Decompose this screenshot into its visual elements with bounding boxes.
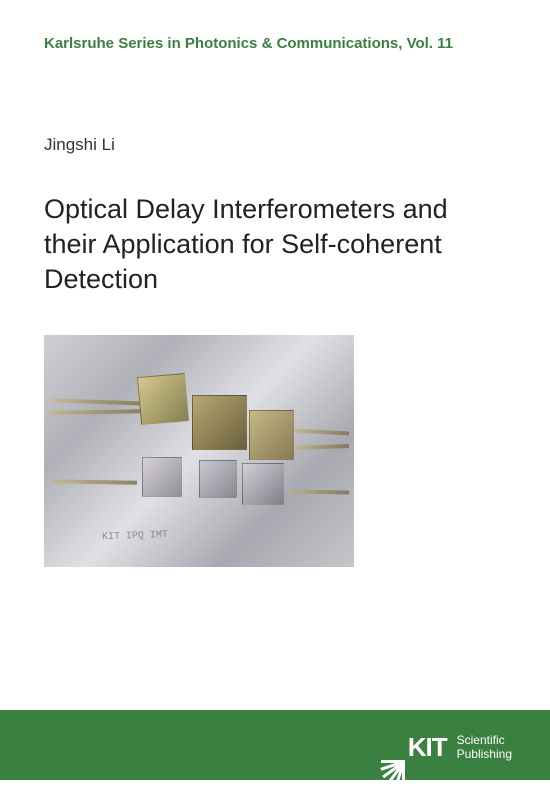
optical-chip [199, 460, 237, 498]
publisher-line2: Publishing [457, 747, 512, 761]
circuit-wire [294, 429, 349, 436]
optical-chip [242, 463, 284, 505]
kit-logo: KIT [373, 731, 447, 763]
book-title: Optical Delay Interferometers and their … [44, 192, 506, 297]
circuit-wire [294, 444, 349, 450]
circuit-wire [54, 398, 144, 405]
publisher-bar: KIT Scientific Publishing [0, 710, 550, 780]
cover-photo: KIT IPQ IMT [44, 335, 354, 567]
series-title: Karlsruhe Series in Photonics & Communic… [44, 35, 453, 52]
circuit-wire [52, 479, 137, 484]
kit-logo-text: KIT [408, 732, 447, 763]
optical-chip [142, 457, 182, 497]
optical-chip [137, 373, 189, 425]
kit-fan-icon [373, 731, 405, 763]
publisher-line1: Scientific [457, 733, 512, 747]
circuit-wire [49, 409, 144, 415]
publisher-name: Scientific Publishing [457, 733, 512, 762]
optical-chip [192, 395, 247, 450]
circuit-wire [289, 489, 349, 494]
chip-etch-label: KIT IPQ IMT [102, 530, 168, 543]
author-name: Jingshi Li [44, 135, 115, 155]
publisher-logo: KIT Scientific Publishing [373, 731, 512, 763]
optical-chip [249, 410, 294, 460]
